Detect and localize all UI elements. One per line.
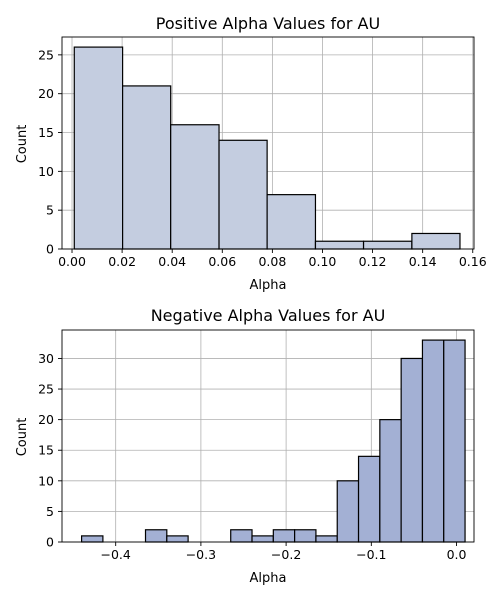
y-axis-label: Count xyxy=(15,418,30,457)
histogram-bar xyxy=(144,529,168,543)
y-tick-label: 25 xyxy=(38,382,54,397)
x-tick-label: −0.2 xyxy=(271,547,301,562)
histogram-bar xyxy=(170,124,220,250)
histogram-bar xyxy=(166,535,189,543)
x-tick-label: 0.14 xyxy=(409,254,437,269)
x-tick-label: 0.04 xyxy=(158,254,186,269)
x-tick-label: 0.12 xyxy=(359,254,387,269)
histogram-bar xyxy=(218,139,268,250)
y-tick-label: 15 xyxy=(38,125,54,140)
positive-alpha-histogram: Positive Alpha Values for AU Alpha Count… xyxy=(15,14,487,293)
histogram-bar xyxy=(251,535,274,543)
x-tick-label: 0.10 xyxy=(309,254,337,269)
histogram-bar xyxy=(336,480,360,543)
x-tick-label: −0.1 xyxy=(356,547,386,562)
histogram-bar xyxy=(73,46,124,250)
y-tick-label: 10 xyxy=(38,473,54,488)
chart-title: Positive Alpha Values for AU xyxy=(156,14,380,33)
histogram-bar xyxy=(122,85,172,250)
histogram-bar xyxy=(379,419,402,543)
y-tick-label: 10 xyxy=(38,164,54,179)
y-tick-label: 15 xyxy=(38,443,54,458)
x-axis-label: Alpha xyxy=(250,278,287,293)
histogram-bar xyxy=(357,455,381,543)
x-axis-label: Alpha xyxy=(250,571,287,586)
x-tick-label: −0.4 xyxy=(101,547,131,562)
histogram-bar xyxy=(314,240,365,250)
histogram-bar xyxy=(315,535,338,543)
axes-frame xyxy=(61,329,475,543)
y-tick-label: 20 xyxy=(38,412,54,427)
histogram-bar xyxy=(400,357,424,543)
x-tick-label: 0.02 xyxy=(108,254,136,269)
x-tick-label: 0.00 xyxy=(58,254,86,269)
y-axis-label: Count xyxy=(15,125,30,164)
x-tick-label: 0.0 xyxy=(447,547,467,562)
x-tick-label: 0.06 xyxy=(208,254,236,269)
histogram-bar xyxy=(443,339,466,543)
y-tick-label: 5 xyxy=(46,203,54,218)
y-tick-label: 20 xyxy=(38,86,54,101)
x-tick-label: 0.08 xyxy=(258,254,286,269)
y-tick-label: 25 xyxy=(38,47,54,62)
histogram-bar xyxy=(362,240,413,250)
chart-title: Negative Alpha Values for AU xyxy=(151,306,386,325)
histogram-bar xyxy=(294,529,317,543)
negative-alpha-histogram: Negative Alpha Values for AU Alpha Count… xyxy=(15,306,475,586)
y-tick-label: 0 xyxy=(46,535,54,550)
histogram-bar xyxy=(80,535,104,543)
x-tick-label: 0.16 xyxy=(459,254,487,269)
y-tick-label: 5 xyxy=(46,504,54,519)
axes-frame xyxy=(61,36,475,250)
histogram-bar xyxy=(411,232,461,250)
x-tick-label: −0.3 xyxy=(186,547,216,562)
y-tick-label: 30 xyxy=(38,351,54,366)
histogram-bar xyxy=(421,339,445,543)
histogram-bar xyxy=(230,529,253,543)
histogram-bar xyxy=(266,194,317,250)
histogram-bar xyxy=(272,529,296,543)
y-tick-label: 0 xyxy=(46,242,54,257)
